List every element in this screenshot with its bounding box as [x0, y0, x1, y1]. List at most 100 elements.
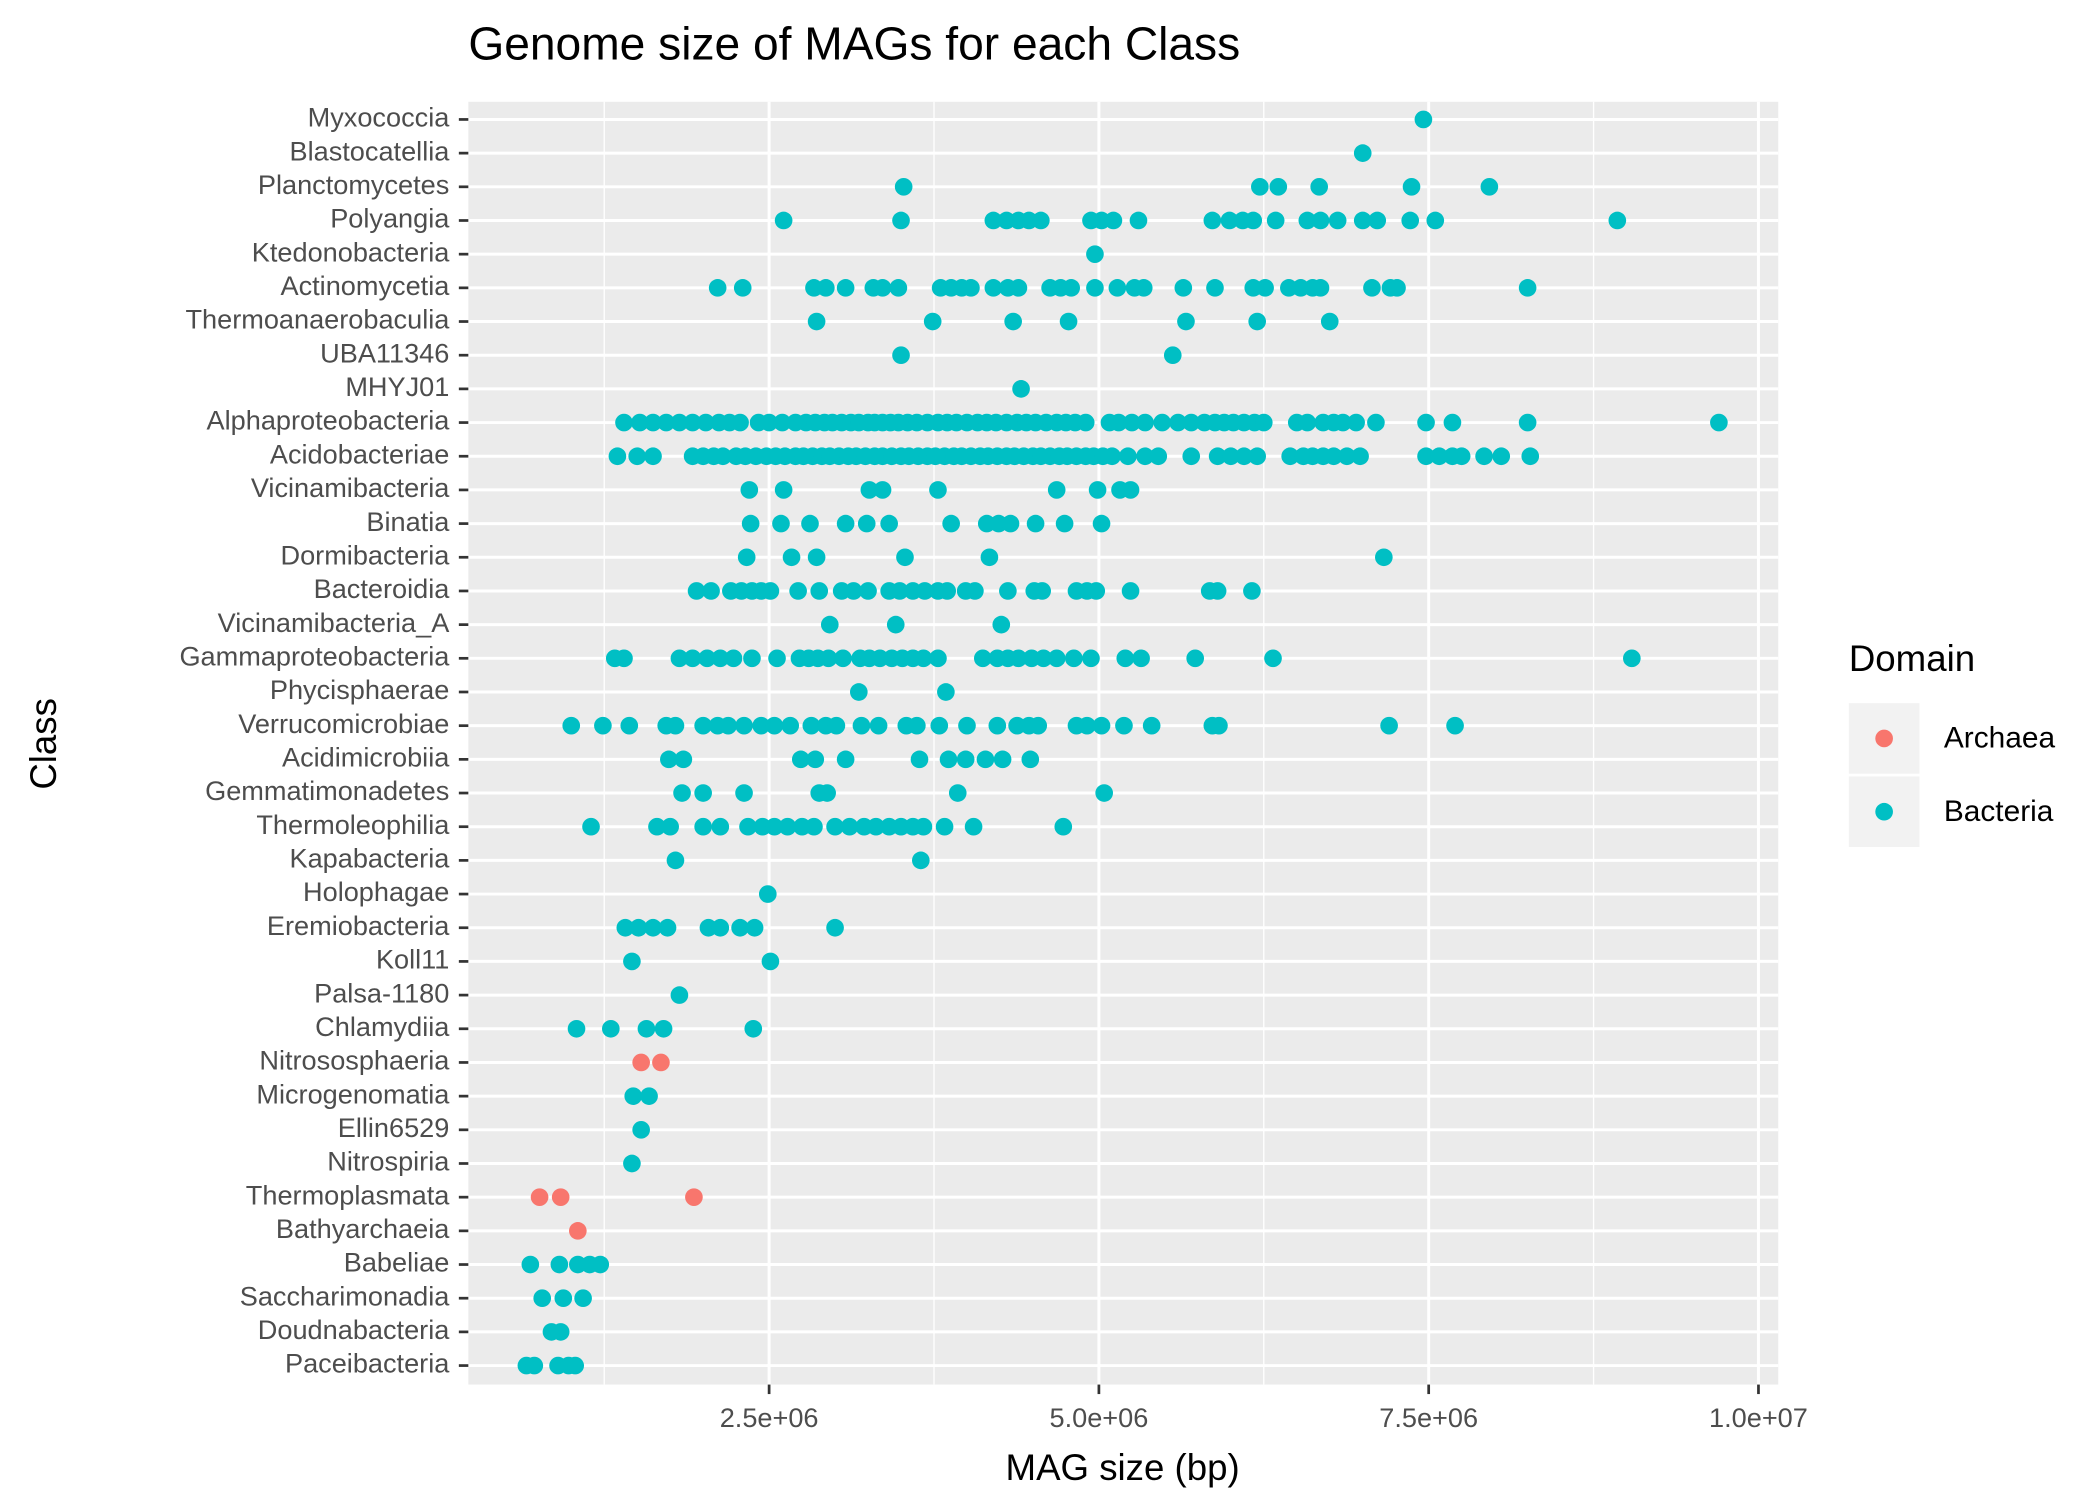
point — [859, 582, 877, 600]
y-tick-label: Thermoanaerobaculia — [185, 304, 450, 335]
point — [937, 683, 955, 701]
point — [620, 716, 639, 735]
point — [644, 918, 662, 937]
point — [1338, 447, 1356, 466]
point — [670, 649, 689, 668]
y-tick-label: Ktedonobacteria — [252, 236, 450, 267]
point — [1086, 245, 1104, 263]
point — [1136, 413, 1154, 432]
point — [761, 952, 780, 971]
point — [1311, 279, 1330, 297]
point — [867, 817, 885, 836]
point — [661, 817, 679, 836]
point — [896, 548, 914, 567]
point — [930, 716, 949, 735]
point — [1142, 716, 1161, 735]
point — [849, 683, 868, 701]
point — [761, 582, 780, 600]
point — [760, 413, 778, 432]
point — [739, 817, 757, 836]
point — [660, 750, 678, 769]
point — [644, 413, 662, 432]
point — [632, 1120, 650, 1139]
point — [1324, 447, 1343, 466]
point — [1121, 481, 1140, 499]
point — [735, 716, 753, 735]
point — [1065, 649, 1083, 668]
point — [778, 817, 797, 836]
point — [820, 615, 839, 634]
point — [1430, 447, 1449, 466]
point — [781, 716, 800, 735]
point — [637, 1019, 656, 1038]
point — [683, 413, 702, 432]
point — [806, 750, 825, 769]
y-tick-label: Bacteroidia — [314, 573, 451, 604]
x-tick-label: 7.5e+06 — [1379, 1402, 1478, 1433]
point — [629, 918, 648, 937]
point — [1248, 312, 1267, 331]
panel — [468, 101, 1779, 1385]
point — [1353, 144, 1372, 162]
point — [744, 1019, 763, 1038]
point — [1092, 514, 1111, 533]
point — [1475, 447, 1493, 466]
point — [566, 1356, 585, 1375]
y-tick-label: Actinomycetia — [280, 270, 450, 301]
point — [640, 1087, 658, 1105]
y-tick-label: Babeliae — [344, 1247, 450, 1278]
point — [1221, 447, 1240, 466]
point — [1059, 312, 1078, 331]
point — [1328, 211, 1347, 230]
point — [1206, 279, 1224, 297]
y-tick-label: Binatia — [366, 506, 450, 537]
point — [1076, 413, 1095, 432]
point — [673, 784, 691, 802]
point — [935, 817, 954, 836]
point — [1401, 211, 1420, 230]
point — [827, 716, 846, 735]
point — [521, 1255, 540, 1274]
point — [1367, 413, 1385, 432]
point — [801, 514, 819, 533]
y-tick-label: Bathyarchaeia — [276, 1213, 450, 1244]
point — [966, 582, 984, 600]
y-tick-label: Ellin6529 — [338, 1112, 450, 1143]
point — [1220, 211, 1239, 230]
point — [1518, 413, 1537, 432]
legend-marker — [1875, 802, 1893, 821]
point — [1009, 279, 1028, 297]
y-tick-label: Kapabacteria — [289, 843, 450, 874]
point — [1186, 649, 1205, 668]
point — [1182, 413, 1201, 432]
point — [1244, 211, 1263, 230]
legend: Archaea Bacteria — [1848, 703, 2055, 848]
point — [1269, 177, 1288, 196]
point — [554, 1289, 573, 1308]
point — [698, 649, 716, 668]
point — [958, 716, 976, 735]
point — [615, 649, 633, 668]
point — [694, 784, 712, 802]
point — [615, 413, 633, 432]
point — [962, 279, 980, 297]
point — [1266, 211, 1285, 230]
point — [737, 548, 756, 567]
point — [1026, 514, 1045, 533]
point — [574, 1289, 592, 1308]
y-tick-label: Thermoplasmata — [246, 1179, 450, 1210]
point — [774, 481, 793, 499]
y-tick-label: Acidimicrobiia — [282, 742, 450, 773]
point — [1021, 750, 1040, 769]
point — [687, 582, 706, 600]
point — [702, 582, 720, 600]
point — [915, 582, 934, 600]
point — [752, 716, 771, 735]
point — [819, 649, 838, 668]
point — [591, 1255, 610, 1274]
point — [1182, 447, 1201, 466]
point — [860, 481, 879, 499]
point — [648, 817, 666, 836]
point — [631, 413, 649, 432]
point — [1311, 211, 1330, 230]
